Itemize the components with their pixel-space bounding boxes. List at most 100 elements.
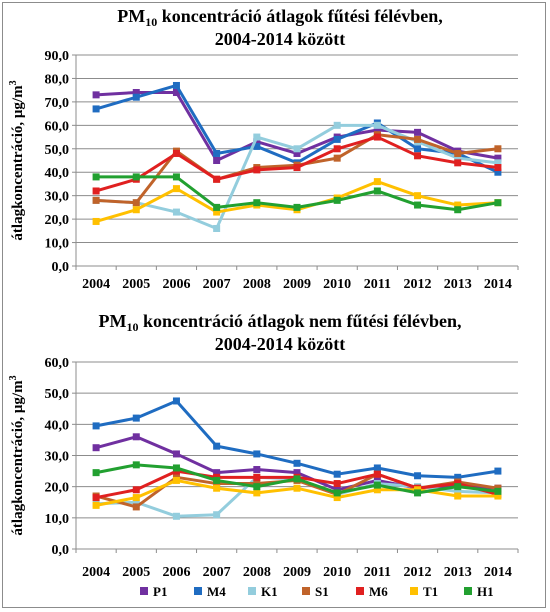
x-tick-label: 2012 xyxy=(404,277,432,292)
y-tick-label: 0,0 xyxy=(52,543,70,558)
data-point-H1 xyxy=(454,483,462,491)
data-point-M6 xyxy=(494,164,502,172)
chart-title-line2: 2004-2014 között xyxy=(215,334,345,354)
x-tick-label: 2006 xyxy=(162,565,190,580)
data-point-M6 xyxy=(414,152,422,160)
data-point-K1 xyxy=(293,145,301,153)
data-point-H1 xyxy=(414,201,422,209)
data-point-T1 xyxy=(494,492,502,500)
series-H1 xyxy=(92,173,502,214)
x-tick-label: 2008 xyxy=(243,277,271,292)
data-point-T1 xyxy=(333,494,341,502)
data-point-S1 xyxy=(454,149,462,157)
data-point-H1 xyxy=(253,199,261,207)
x-tick-label: 2008 xyxy=(243,565,271,580)
data-point-K1 xyxy=(213,511,221,519)
data-point-M4 xyxy=(92,105,100,113)
x-tick-label: 2010 xyxy=(323,565,351,580)
data-point-S1 xyxy=(92,196,100,204)
data-point-P1 xyxy=(253,138,261,146)
data-point-M4 xyxy=(132,93,140,101)
data-point-M4 xyxy=(494,168,502,176)
y-tick-label: 40,0 xyxy=(45,166,70,181)
data-point-H1 xyxy=(172,464,180,472)
legend-swatch-K1 xyxy=(248,587,256,595)
data-point-K1 xyxy=(454,487,462,495)
data-point-M4 xyxy=(172,397,180,405)
data-point-M4 xyxy=(373,464,381,472)
data-point-H1 xyxy=(213,203,221,211)
data-point-P1 xyxy=(253,466,261,474)
x-tick-label: 2013 xyxy=(444,565,472,580)
figure-frame xyxy=(2,2,546,608)
x-tick-label: 2007 xyxy=(203,565,231,580)
data-point-H1 xyxy=(373,187,381,195)
chart-1: PM10 koncentráció átlagok fűtési félévbe… xyxy=(8,6,519,292)
x-tick-label: 2011 xyxy=(364,277,391,292)
data-point-K1 xyxy=(494,159,502,167)
data-point-M6 xyxy=(253,473,261,481)
y-tick-label: 30,0 xyxy=(45,190,70,205)
data-point-H1 xyxy=(414,489,422,497)
data-point-T1 xyxy=(92,501,100,509)
data-point-M4 xyxy=(454,473,462,481)
legend-swatch-M6 xyxy=(356,587,364,595)
data-point-T1 xyxy=(293,484,301,492)
data-point-M4 xyxy=(494,467,502,475)
x-tick-label: 2012 xyxy=(404,565,432,580)
data-point-K1 xyxy=(454,154,462,162)
chart-title: PM10 koncentráció átlagok fűtési félévbe… xyxy=(117,6,442,29)
data-point-M6 xyxy=(92,494,100,502)
data-point-M6 xyxy=(132,486,140,494)
data-point-P1 xyxy=(293,469,301,477)
data-point-T1 xyxy=(172,185,180,193)
x-tick-label: 2006 xyxy=(162,277,190,292)
x-tick-label: 2014 xyxy=(484,565,512,580)
chart-title-rest: koncentráció átlagok nem fűtési félévben… xyxy=(139,311,462,331)
data-point-M6 xyxy=(333,145,341,153)
x-tick-label: 2014 xyxy=(484,277,512,292)
y-axis-label-sup: 3 xyxy=(8,375,19,380)
data-point-H1 xyxy=(373,481,381,489)
data-point-M4 xyxy=(172,81,180,89)
legend-swatch-P1 xyxy=(140,587,148,595)
legend-swatch-H1 xyxy=(464,587,472,595)
y-tick-label: 20,0 xyxy=(45,481,70,496)
data-point-M6 xyxy=(454,159,462,167)
data-point-P1 xyxy=(132,433,140,441)
data-point-T1 xyxy=(454,492,462,500)
data-point-K1 xyxy=(132,498,140,506)
data-point-P1 xyxy=(414,128,422,136)
data-point-P1 xyxy=(494,154,502,162)
data-point-K1 xyxy=(213,224,221,232)
data-point-M6 xyxy=(172,149,180,157)
data-point-M4 xyxy=(253,450,261,458)
series-H1 xyxy=(92,461,502,497)
data-point-P1 xyxy=(92,444,100,452)
data-point-M6 xyxy=(92,187,100,195)
x-tick-label: 2004 xyxy=(82,565,110,580)
data-point-P1 xyxy=(92,91,100,99)
y-tick-label: 10,0 xyxy=(45,512,70,527)
data-point-S1 xyxy=(414,135,422,143)
data-point-T1 xyxy=(213,208,221,216)
data-point-P1 xyxy=(172,450,180,458)
y-axis-label: átlagkoncentráció, μg/m3 xyxy=(8,375,26,535)
y-tick-label: 60,0 xyxy=(45,356,70,371)
data-point-S1 xyxy=(132,199,140,207)
y-axis-label-main: átlagkoncentráció, μg/m xyxy=(10,85,26,241)
data-point-P1 xyxy=(172,89,180,97)
series-line-T1 xyxy=(95,180,498,223)
data-point-S1 xyxy=(333,154,341,162)
x-tick-label: 2005 xyxy=(122,277,150,292)
data-point-T1 xyxy=(172,476,180,484)
y-tick-label: 20,0 xyxy=(45,213,70,228)
y-tick-label: 60,0 xyxy=(45,119,70,134)
data-point-H1 xyxy=(333,489,341,497)
legend-label-S1: S1 xyxy=(315,584,329,599)
data-point-T1 xyxy=(373,486,381,494)
data-point-M4 xyxy=(333,135,341,143)
chart-2: PM10 koncentráció átlagok nem fűtési fél… xyxy=(8,311,519,599)
x-tick-label: 2005 xyxy=(122,565,150,580)
data-point-M6 xyxy=(293,164,301,172)
